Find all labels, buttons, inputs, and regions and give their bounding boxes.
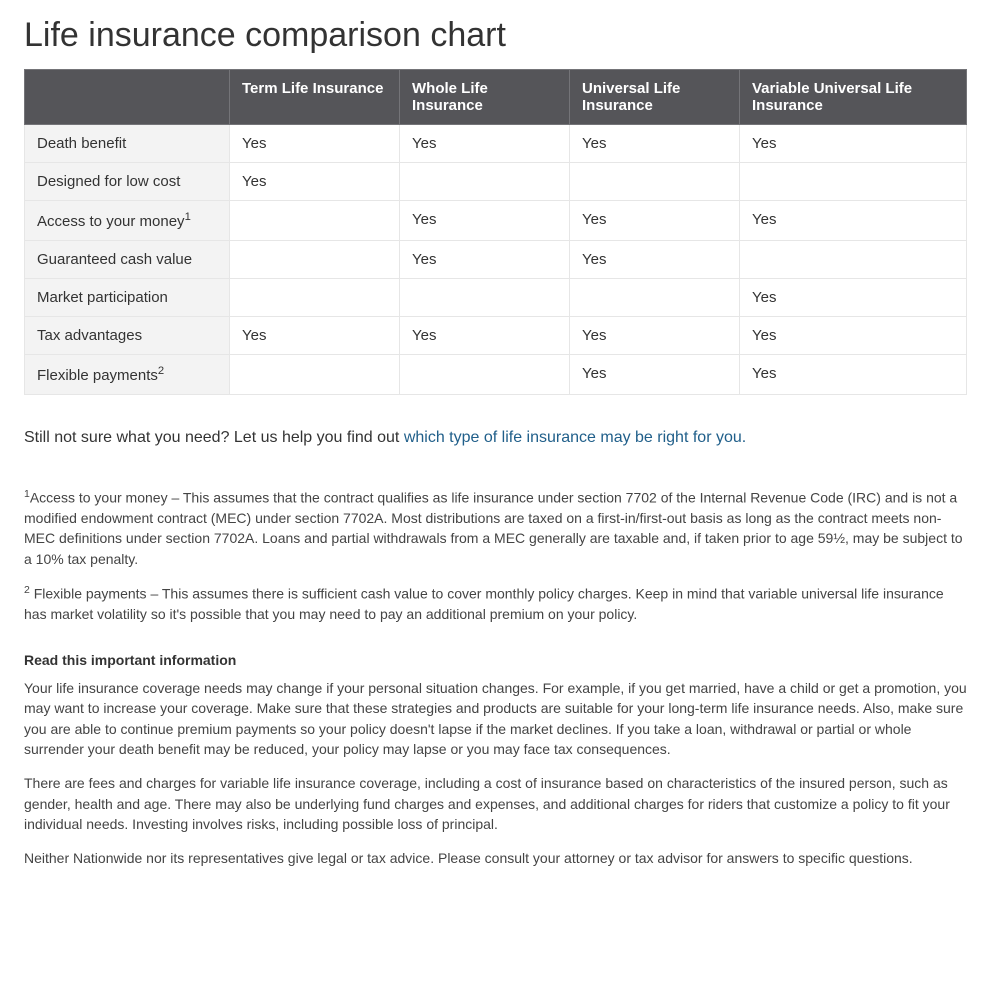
table-cell <box>400 355 570 395</box>
disclosure-paragraph: Neither Nationwide nor its representativ… <box>24 848 967 868</box>
disclosure-paragraph: There are fees and charges for variable … <box>24 773 967 834</box>
table-row-label: Flexible payments2 <box>25 355 230 395</box>
footnote-marker: 1 <box>185 211 191 223</box>
table-row-label: Designed for low cost <box>25 163 230 201</box>
table-cell: Yes <box>400 241 570 279</box>
table-row-label: Guaranteed cash value <box>25 241 230 279</box>
table-row: Guaranteed cash value YesYes <box>25 241 967 279</box>
table-cell: Yes <box>230 317 400 355</box>
table-row: Designed for low costYes <box>25 163 967 201</box>
table-cell <box>740 163 967 201</box>
page-container: Life insurance comparison chart Term Lif… <box>0 0 991 914</box>
table-cell <box>230 201 400 241</box>
table-cell: Yes <box>740 355 967 395</box>
table-row: Death benefitYesYesYesYes <box>25 125 967 163</box>
lead-text: Still not sure what you need? Let us hel… <box>24 429 967 447</box>
disclosure-heading: Read this important information <box>24 652 967 668</box>
table-header-col: Whole Life Insurance <box>400 70 570 125</box>
table-row: Flexible payments2 YesYes <box>25 355 967 395</box>
table-cell <box>570 163 740 201</box>
table-row: Market participation Yes <box>25 279 967 317</box>
table-cell: Yes <box>400 125 570 163</box>
table-cell: Yes <box>570 355 740 395</box>
table-header-blank <box>25 70 230 125</box>
footnotes-block: 1Access to your money – This assumes tha… <box>24 487 967 624</box>
table-cell: Yes <box>570 241 740 279</box>
table-cell <box>400 163 570 201</box>
footnote-marker: 2 <box>158 365 164 377</box>
table-cell <box>230 241 400 279</box>
table-row: Tax advantagesYesYesYesYes <box>25 317 967 355</box>
table-cell <box>740 241 967 279</box>
table-row-label: Death benefit <box>25 125 230 163</box>
table-cell: Yes <box>740 279 967 317</box>
table-cell: Yes <box>570 317 740 355</box>
comparison-table: Term Life Insurance Whole Life Insurance… <box>24 69 967 395</box>
lead-prefix: Still not sure what you need? Let us hel… <box>24 429 404 446</box>
table-header: Term Life Insurance Whole Life Insurance… <box>25 70 967 125</box>
table-cell <box>230 355 400 395</box>
table-cell <box>400 279 570 317</box>
table-row: Access to your money1YesYesYes <box>25 201 967 241</box>
footnote: 1Access to your money – This assumes tha… <box>24 487 967 569</box>
table-row-label: Tax advantages <box>25 317 230 355</box>
disclosure-paragraph: Your life insurance coverage needs may c… <box>24 678 967 759</box>
footnote-marker: 2 <box>24 584 30 596</box>
table-header-col: Term Life Insurance <box>230 70 400 125</box>
table-cell: Yes <box>740 317 967 355</box>
table-row-label: Market participation <box>25 279 230 317</box>
table-body: Death benefitYesYesYesYesDesigned for lo… <box>25 125 967 395</box>
table-cell: Yes <box>230 163 400 201</box>
table-cell: Yes <box>400 317 570 355</box>
table-header-col: Variable Universal Life Insurance <box>740 70 967 125</box>
table-cell: Yes <box>570 125 740 163</box>
footnote: 2 Flexible payments – This assumes there… <box>24 583 967 624</box>
lead-link[interactable]: which type of life insurance may be righ… <box>404 429 746 446</box>
table-cell <box>230 279 400 317</box>
table-cell <box>570 279 740 317</box>
table-row-label: Access to your money1 <box>25 201 230 241</box>
table-cell: Yes <box>230 125 400 163</box>
disclosure-block: Your life insurance coverage needs may c… <box>24 678 967 868</box>
table-cell: Yes <box>400 201 570 241</box>
table-header-col: Universal Life Insurance <box>570 70 740 125</box>
table-cell: Yes <box>740 201 967 241</box>
table-cell: Yes <box>570 201 740 241</box>
page-title: Life insurance comparison chart <box>24 16 967 55</box>
footnote-marker: 1 <box>24 488 30 500</box>
table-cell: Yes <box>740 125 967 163</box>
